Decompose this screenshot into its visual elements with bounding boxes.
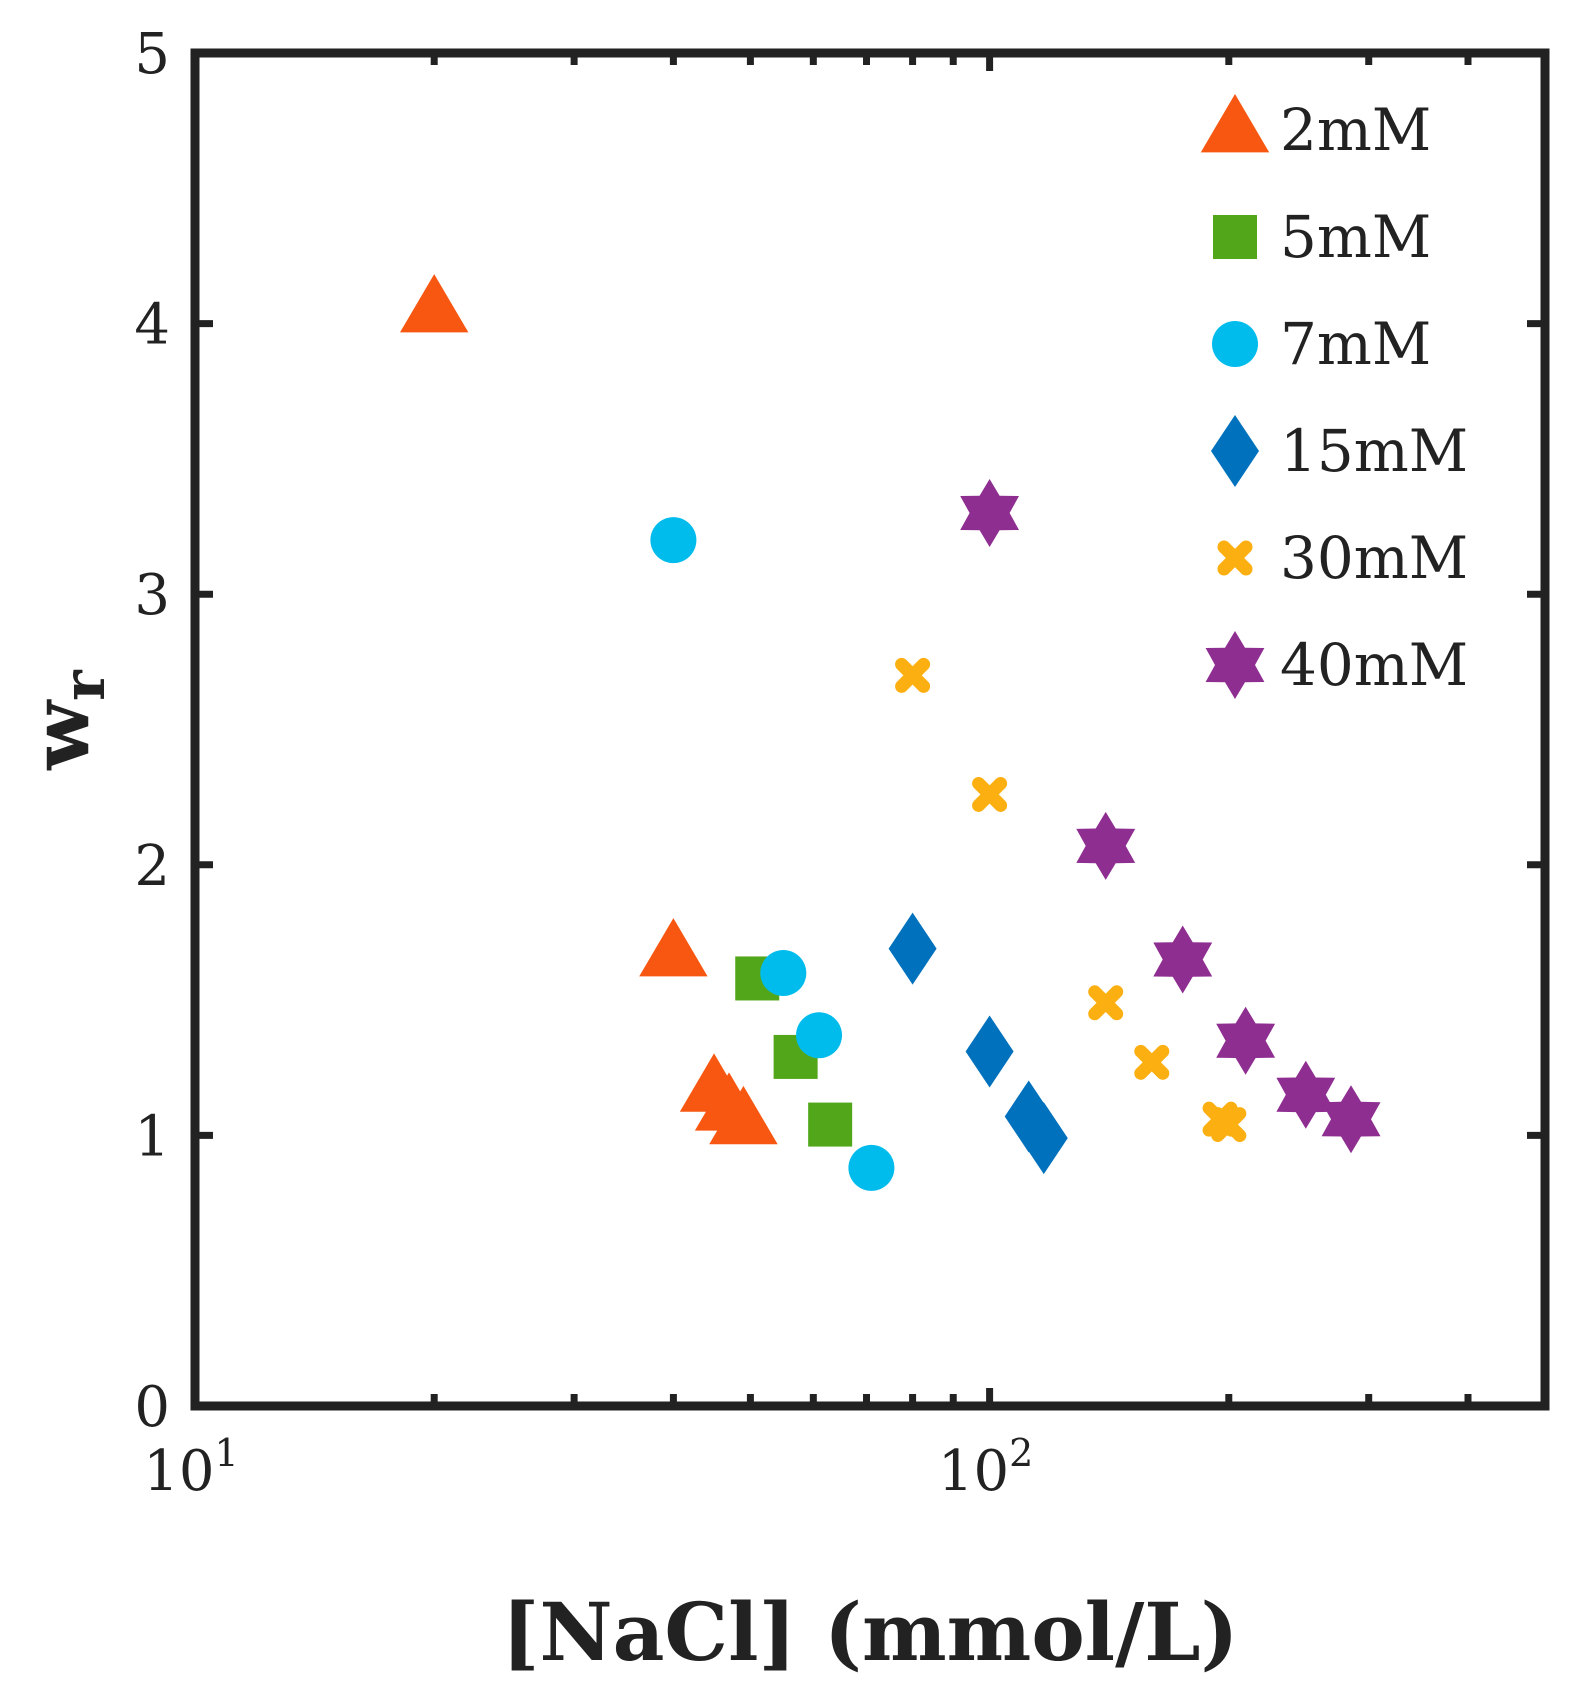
data-point [1019, 1102, 1068, 1175]
legend-entry: 2mM [1200, 94, 1431, 164]
data-point [972, 776, 1008, 812]
legend-label: 30mM [1280, 524, 1468, 592]
data-point [639, 918, 708, 977]
legend-marker [1211, 415, 1259, 487]
y-tick-label: 4 [134, 293, 170, 358]
data-point [965, 1015, 1014, 1088]
data-point [760, 950, 807, 997]
legend-entry: 5mM [1213, 203, 1431, 271]
y-tick-label: 1 [134, 1104, 170, 1169]
data-point [1153, 925, 1213, 994]
legend-marker [1213, 215, 1257, 259]
series-2mM [399, 274, 778, 1145]
data-point [808, 1102, 853, 1147]
x-marker-stroke [1088, 985, 1124, 1021]
x-marker-stroke [1211, 1107, 1247, 1143]
x-marker-stroke [972, 776, 1008, 812]
legend-label: 40mM [1280, 631, 1468, 699]
x-marker-stroke [1217, 540, 1253, 576]
series-15mM [888, 912, 1068, 1175]
legend-entry: 40mM [1205, 631, 1468, 699]
legend-marker [1200, 94, 1270, 153]
x-tick-label-base: 10 [938, 1439, 1009, 1504]
data-point [1134, 1044, 1170, 1080]
legend-marker [1217, 540, 1253, 576]
legend-entry: 30mM [1217, 524, 1468, 592]
y-tick-label: 0 [134, 1375, 170, 1440]
legend-label: 5mM [1280, 203, 1431, 271]
plot-frame [190, 48, 1550, 1411]
data-point [1088, 985, 1124, 1021]
x-tick-label: 101 [143, 1431, 238, 1504]
y-axis-title-subscript: r [50, 669, 118, 701]
legend-label: 2mM [1280, 96, 1431, 164]
x-marker-stroke [1134, 1044, 1170, 1080]
x-tick-label: 102 [938, 1431, 1033, 1504]
legend-marker [1205, 631, 1265, 699]
data-point [1216, 1006, 1276, 1075]
series-30mM [895, 657, 1247, 1143]
y-tick-label: 5 [134, 22, 170, 87]
x-axis-title: [NaCl] (mmol/L) [502, 1585, 1239, 1679]
legend-marker [1212, 321, 1258, 367]
data-points [399, 274, 1381, 1191]
data-point [1076, 811, 1136, 880]
data-point [1211, 1107, 1247, 1143]
x-marker-stroke [895, 657, 931, 693]
y-axis-title-main: w [13, 699, 107, 771]
legend-entry: 15mM [1211, 415, 1468, 487]
legend-label: 15mM [1280, 417, 1468, 485]
data-point [895, 657, 931, 693]
y-axis-title: wr [13, 669, 118, 771]
data-point [796, 1012, 843, 1059]
series-40mM [960, 479, 1381, 1154]
x-tick-label-exponent: 2 [1009, 1431, 1033, 1475]
legend: 2mM 5mM 7mM 15mM 30mM 40mM [1200, 94, 1468, 699]
series-7mM [650, 517, 895, 1191]
y-tick-label: 2 [134, 834, 170, 899]
data-point [399, 274, 469, 333]
x-tick-label-base: 10 [143, 1439, 214, 1504]
legend-entry: 7mM [1212, 310, 1431, 378]
data-point [960, 479, 1019, 547]
data-point [1276, 1060, 1336, 1129]
legend-label: 7mM [1280, 310, 1431, 378]
x-tick-label-exponent: 1 [215, 1431, 239, 1475]
data-point [650, 517, 697, 564]
data-point [848, 1144, 895, 1191]
data-point [1321, 1085, 1381, 1154]
data-point [709, 1085, 778, 1145]
y-tick-label: 3 [134, 563, 170, 628]
data-point [888, 912, 937, 985]
